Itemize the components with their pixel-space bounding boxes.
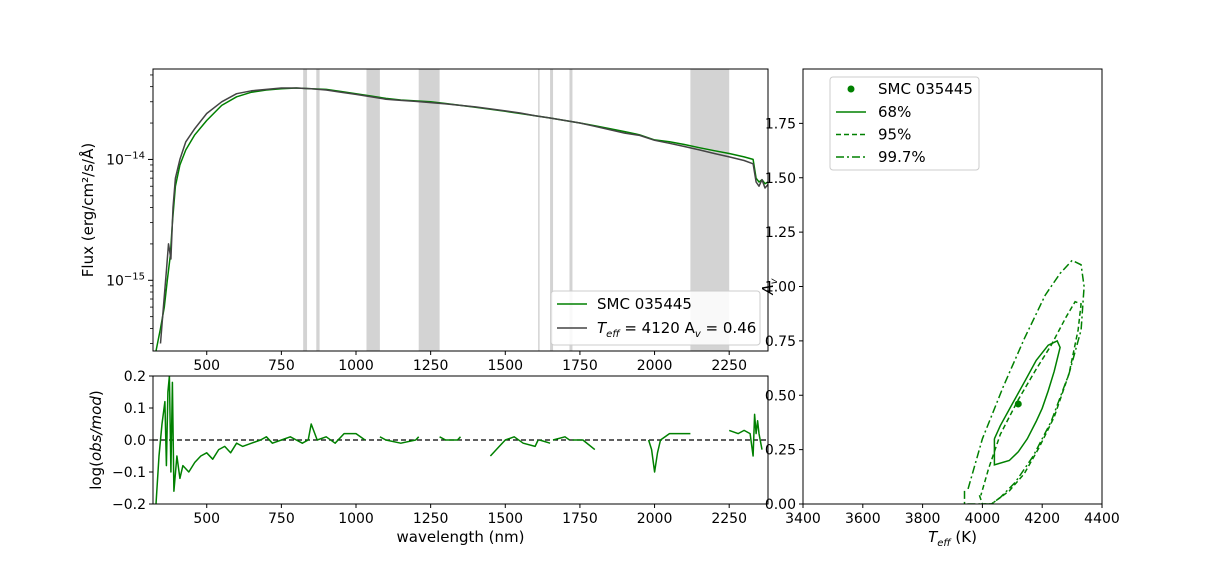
y-label-symbol: A (759, 284, 777, 295)
legend-box (550, 290, 761, 346)
y-tick-exponent: −15 (124, 271, 145, 282)
x-tick-label: 1250 (413, 358, 449, 374)
x-tick-label: 1000 (338, 358, 374, 374)
series-line-model (159, 87, 768, 344)
contour-legend: SMC 035445 68% 95% 99.7% (829, 76, 980, 171)
y-label-subscript: v (769, 277, 780, 284)
y-axis-label: Av (759, 277, 780, 295)
x-tick-label: 4200 (1024, 511, 1060, 527)
residual-segment (155, 376, 366, 504)
y-tick-label: −0.1 (112, 465, 146, 481)
y-tick-label: −0.2 (112, 497, 146, 513)
y-tick-label: 0.00 (765, 497, 796, 513)
x-tick-label: 1000 (338, 511, 374, 527)
legend-teff-subscript: eff (606, 329, 621, 340)
residual-segment (539, 439, 551, 444)
y-label-suffix: ) (87, 390, 105, 396)
masked-region (569, 69, 573, 351)
y-tick-label: 1.00 (765, 280, 796, 296)
x-tick-label: 3600 (845, 511, 881, 527)
x-tick-label: 1500 (487, 358, 523, 374)
y-label-italic: obs/mod (87, 396, 105, 461)
legend-label-model: Teff = 4120 Av = 0.46 (597, 319, 756, 340)
x-tick-label: 750 (268, 511, 295, 527)
x-tick-label: 1250 (413, 511, 449, 527)
y-tick-label: 0.1 (124, 401, 146, 417)
x-label-subscript: eff (937, 538, 952, 549)
masked-region (303, 69, 308, 351)
legend-label-observed: SMC 035445 (597, 295, 692, 313)
residual-segment (572, 439, 596, 451)
residual-segment (728, 413, 763, 457)
y-tick-base: 10 (106, 273, 124, 289)
contour-panel: 3400 3600 3800 4000 4200 4400 0.00 0.25 0.50 0.75… (759, 68, 1120, 549)
legend-av-subscript: v (695, 329, 702, 340)
y-tick-label: 0.75 (765, 334, 796, 350)
x-tick-label: 4400 (1084, 511, 1120, 527)
y-tick-exponent: −14 (124, 150, 145, 161)
legend-marker-point (847, 85, 855, 93)
y-tick-label: 0.2 (124, 369, 146, 385)
masked-region (366, 69, 380, 351)
legend-av-value: = 0.46 (701, 319, 757, 337)
x-tick-label: 3800 (905, 511, 941, 527)
contour-solid (993, 339, 1061, 466)
residual-panel: 500 750 1000 1250 1500 1750 2000 2250 −0.2 −0.1 0.… (87, 369, 769, 546)
x-tick-label: 500 (193, 358, 220, 374)
x-tick-label: 2250 (711, 358, 747, 374)
y-tick-label: 1.25 (765, 225, 796, 241)
legend-label-dashdot: 99.7% (878, 148, 926, 166)
x-tick-label: 2000 (637, 511, 673, 527)
legend-teff-symbol: T (597, 319, 608, 337)
x-tick-label: 2000 (637, 358, 673, 374)
y-tick-base: 10 (106, 152, 124, 168)
legend-label-point: SMC 035445 (878, 80, 973, 98)
y-axis-label: Flux (erg/cm²/s/Å) (78, 143, 97, 277)
contour-dashdot (963, 259, 1085, 504)
x-axis-label: Teff (K) (928, 528, 977, 549)
y-axis-label: log(obs/mod) (87, 390, 105, 489)
contour-dashed (978, 300, 1082, 504)
legend-teff-value: = 4120 A (620, 319, 696, 337)
x-axis-label: wavelength (nm) (397, 528, 525, 546)
y-tick-label: 0.50 (765, 388, 796, 404)
masked-region (418, 69, 440, 351)
residual-segment (489, 436, 539, 457)
x-tick-label: 4000 (965, 511, 1001, 527)
y-tick-label: 0.0 (124, 433, 146, 449)
spectrum-legend: SMC 035445 Teff = 4120 Av = 0.46 (550, 290, 761, 346)
x-tick-label: 750 (268, 358, 295, 374)
y-tick-label: 10−14 (106, 150, 145, 168)
best-fit-point (1014, 400, 1022, 408)
residual-segment (379, 436, 420, 444)
x-label-symbol: T (928, 528, 939, 546)
legend-box (829, 76, 980, 171)
x-tick-label: 3400 (785, 511, 821, 527)
spectrum-frame (152, 68, 769, 352)
x-tick-label: 1500 (487, 511, 523, 527)
y-tick-label: 1.75 (765, 116, 796, 132)
x-tick-label: 500 (193, 511, 220, 527)
y-label-prefix: log( (87, 461, 105, 490)
y-tick-label: 10−15 (106, 271, 145, 289)
masked-region (316, 69, 320, 351)
x-label-unit: (K) (951, 528, 977, 546)
x-tick-label: 1750 (562, 358, 598, 374)
x-tick-label: 1750 (562, 511, 598, 527)
residual-segment (647, 432, 691, 473)
masked-region (538, 69, 540, 351)
spectrum-panel: 500 750 1000 1250 1500 1750 2000 225010−1410−15… (78, 68, 769, 374)
residual-segment (552, 436, 570, 441)
y-tick-label: 0.25 (765, 443, 796, 459)
residual-segment (439, 436, 462, 441)
masked-region (550, 69, 554, 351)
legend-label-solid: 68% (878, 103, 911, 121)
x-tick-label: 2250 (711, 511, 747, 527)
legend-label-dashed: 95% (878, 126, 911, 144)
y-tick-label: 1.50 (765, 171, 796, 187)
